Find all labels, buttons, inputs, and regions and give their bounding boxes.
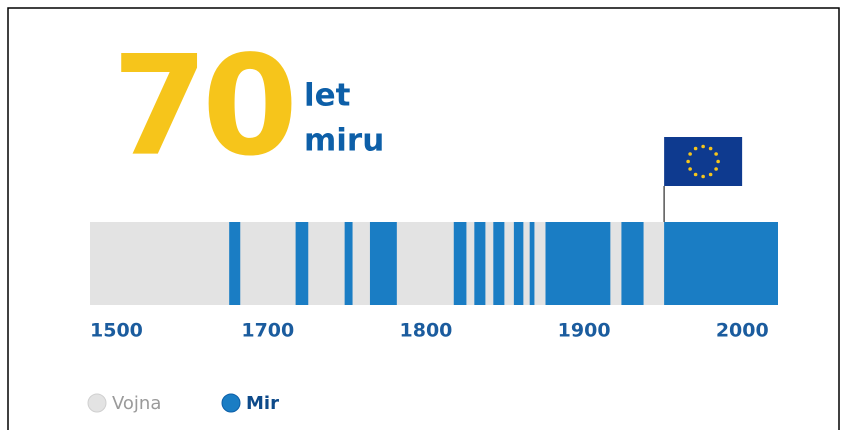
- flag-stars: [686, 144, 720, 179]
- x-tick-label: 2000: [716, 320, 769, 342]
- peace-period: [493, 222, 505, 305]
- flag-star: [693, 146, 698, 151]
- flag-star: [716, 159, 720, 164]
- subtitle-line: miru: [304, 123, 384, 159]
- legend-label: Mir: [246, 393, 279, 414]
- title: 70: [112, 26, 292, 187]
- peace-period: [664, 222, 778, 305]
- flag-star: [714, 167, 718, 171]
- legend-swatch: [221, 393, 241, 413]
- war-background: [90, 222, 778, 305]
- flag-star: [686, 159, 690, 164]
- flag-star: [688, 167, 692, 171]
- peace-period: [229, 222, 241, 305]
- eu-flag: [663, 137, 743, 222]
- peace-period: [513, 222, 524, 305]
- peace-period: [295, 222, 309, 305]
- flag-star: [688, 152, 692, 156]
- peace-period: [545, 222, 611, 305]
- subtitle-line: let: [304, 78, 351, 114]
- start-label: 1500: [90, 320, 143, 342]
- legend-label: Vojna: [112, 393, 161, 414]
- frame: [7, 7, 840, 430]
- peace-period: [621, 222, 644, 305]
- x-tick-label: 1800: [400, 320, 453, 342]
- x-tick-label: 1900: [558, 320, 611, 342]
- peace-period: [369, 222, 397, 305]
- peace-period: [474, 222, 486, 305]
- flag-cloth: [664, 137, 743, 186]
- peace-period: [529, 222, 535, 305]
- legend-swatch: [87, 393, 107, 413]
- peace-period: [344, 222, 353, 305]
- flag-star: [708, 146, 713, 151]
- flag-star: [701, 144, 705, 149]
- x-tick-label: 1700: [241, 320, 294, 342]
- peace-period: [453, 222, 467, 305]
- flag-star: [701, 174, 705, 179]
- flag-star: [693, 172, 698, 177]
- flag-star: [708, 172, 713, 177]
- flag-star: [714, 152, 718, 156]
